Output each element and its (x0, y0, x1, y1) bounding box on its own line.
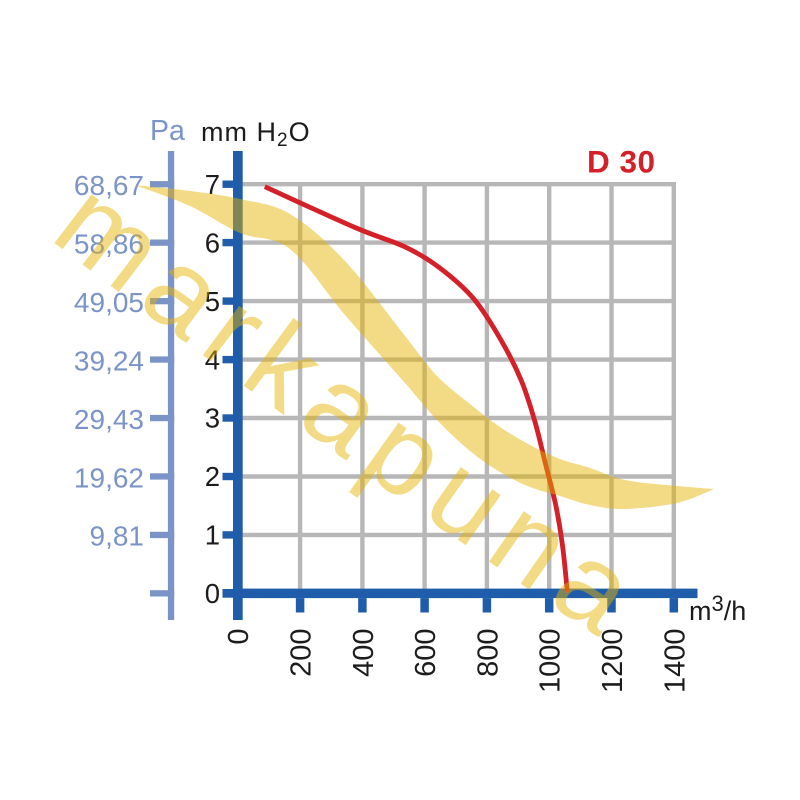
svg-text:3: 3 (205, 403, 220, 434)
svg-text:9,81: 9,81 (90, 521, 145, 552)
svg-text:7: 7 (205, 169, 220, 200)
svg-text:0: 0 (223, 629, 255, 645)
svg-text:19,62: 19,62 (74, 462, 144, 493)
svg-text:1200: 1200 (597, 629, 629, 694)
svg-text:mm H2O: mm H2O (201, 117, 311, 151)
svg-text:4: 4 (205, 344, 220, 375)
svg-text:5: 5 (205, 286, 220, 317)
svg-text:6: 6 (205, 227, 220, 258)
svg-text:m3/h: m3/h (689, 591, 746, 626)
svg-text:1400: 1400 (659, 629, 691, 694)
svg-text:39,24: 39,24 (74, 345, 144, 376)
svg-text:1000: 1000 (535, 629, 567, 694)
svg-text:29,43: 29,43 (74, 404, 144, 435)
svg-text:49,05: 49,05 (74, 287, 144, 318)
svg-text:600: 600 (410, 629, 442, 677)
svg-text:2: 2 (205, 461, 220, 492)
svg-text:200: 200 (285, 629, 317, 677)
svg-text:800: 800 (472, 629, 504, 677)
svg-text:0: 0 (205, 578, 220, 609)
svg-text:68,67: 68,67 (74, 170, 144, 201)
svg-text:D 30: D 30 (587, 144, 656, 180)
svg-text:Pa: Pa (150, 115, 185, 147)
svg-text:1: 1 (205, 520, 220, 551)
svg-text:58,86: 58,86 (74, 228, 144, 259)
svg-text:400: 400 (348, 629, 380, 677)
